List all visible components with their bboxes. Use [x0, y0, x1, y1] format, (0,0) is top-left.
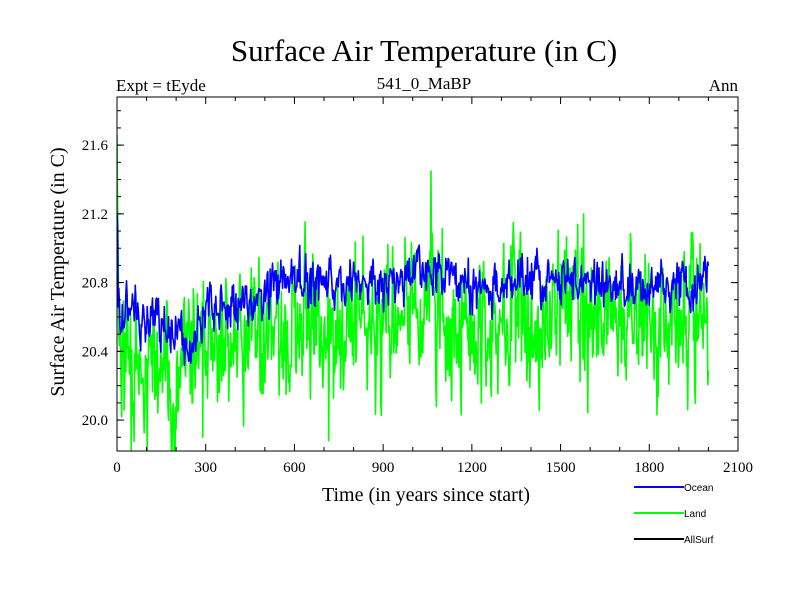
- series-line-land: [117, 134, 710, 451]
- x-tick-label: 1200: [457, 460, 487, 476]
- period-label: 541_0_MaBP: [377, 74, 471, 93]
- experiment-label: Expt = tEyde: [116, 76, 206, 95]
- season-label: Ann: [709, 76, 739, 95]
- x-tick-label: 0: [113, 460, 121, 476]
- chart-title: Surface Air Temperature (in C): [231, 33, 617, 68]
- series-line-ocean: [117, 212, 710, 367]
- x-tick-label: 1500: [546, 460, 576, 476]
- legend: Ocean Land AllSurf: [634, 483, 714, 546]
- series-layer: [117, 134, 710, 451]
- legend-label-allsurf: AllSurf: [684, 535, 714, 546]
- y-tick-label: 20.4: [82, 344, 109, 360]
- ticks-layer: 0 300 600 900 1200 1500 1800 2100 20.0 20.4 20.8 21…: [82, 97, 753, 476]
- x-axis-title: Time (in years since start): [322, 484, 530, 506]
- legend-label-land: Land: [684, 509, 706, 520]
- x-tick-label: 600: [283, 460, 306, 476]
- y-tick-label: 21.2: [82, 207, 108, 223]
- x-tick-label: 2100: [723, 460, 753, 476]
- x-tick-label: 900: [372, 460, 395, 476]
- plot-frame: [116, 96, 739, 452]
- y-axis-title: Surface Air Temperature (in C): [47, 147, 69, 396]
- x-tick-label: 1800: [634, 460, 664, 476]
- y-tick-label: 20.0: [82, 413, 108, 429]
- y-tick-label: 21.6: [82, 138, 109, 154]
- x-tick-label: 300: [194, 460, 217, 476]
- legend-label-ocean: Ocean: [684, 483, 713, 494]
- y-tick-label: 20.8: [82, 276, 108, 292]
